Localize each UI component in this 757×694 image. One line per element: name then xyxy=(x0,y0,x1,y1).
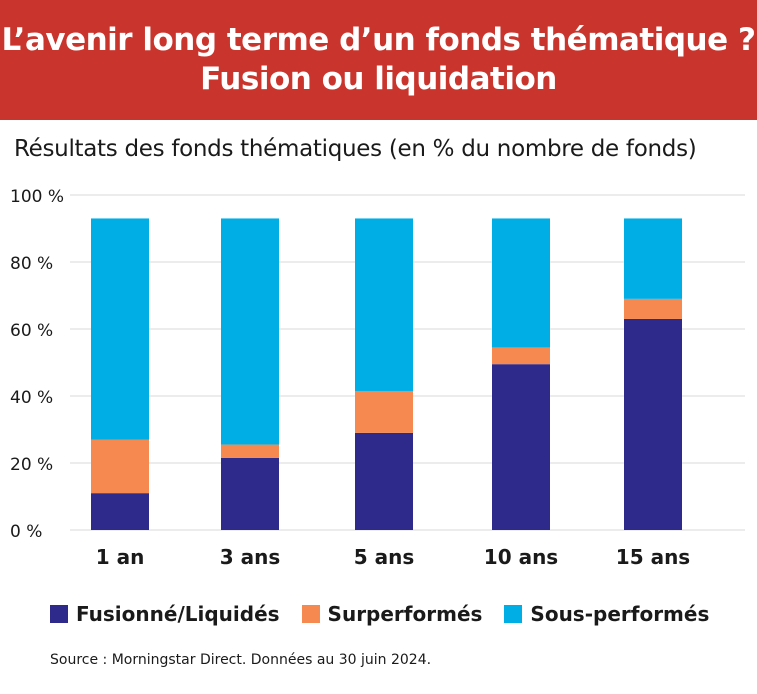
bar-2-series-2 xyxy=(355,218,413,391)
y-tick-label-80: 80 % xyxy=(10,254,53,274)
chart-title-line-2: Fusion ou liquidation xyxy=(200,61,557,97)
stacked-bar-chart: 0 % 20 % 40 % 60 % 80 % 100 % 1 an 3 ans 5 ans 10… xyxy=(10,187,745,569)
bar-3-series-1 xyxy=(492,347,550,365)
source-note: Source : Morningstar Direct. Données au … xyxy=(50,652,432,668)
title-banner: L’avenir long terme d’un fonds thématiqu… xyxy=(0,0,757,120)
x-tick-label-1: 3 ans xyxy=(220,545,281,569)
bar-3-series-0 xyxy=(492,364,550,530)
bar-1-series-0 xyxy=(221,457,279,530)
legend-item-merged: Fusionné/Liquidés xyxy=(50,602,280,626)
legend: Fusionné/Liquidés Surperformés Sous-perf… xyxy=(50,602,731,626)
legend-label-merged: Fusionné/Liquidés xyxy=(76,602,280,626)
bar-4-series-2 xyxy=(624,218,682,299)
bar-0-series-0 xyxy=(91,493,149,530)
bar-0-series-1 xyxy=(91,439,149,494)
bar-0-series-2 xyxy=(91,218,149,440)
x-tick-label-0: 1 an xyxy=(96,545,145,569)
bar-2-series-0 xyxy=(355,432,413,530)
x-tick-label-3: 10 ans xyxy=(484,545,558,569)
bar-4-series-1 xyxy=(624,298,682,319)
legend-swatch-underperformed xyxy=(504,605,523,623)
chart-subtitle: Résultats des fonds thématiques (en % du… xyxy=(14,136,697,162)
bar-2-series-1 xyxy=(355,390,413,433)
legend-swatch-merged xyxy=(50,605,68,623)
legend-item-outperformed: Surperformés xyxy=(301,602,483,626)
legend-label-outperformed: Surperformés xyxy=(327,602,483,626)
legend-label-underperformed: Sous-performés xyxy=(530,602,710,626)
bar-3-series-2 xyxy=(492,218,550,348)
legend-swatch-outperformed xyxy=(301,605,320,623)
y-tick-label-60: 60 % xyxy=(10,321,53,341)
y-tick-label-20: 20 % xyxy=(10,455,53,475)
y-tick-label-100: 100 % xyxy=(10,187,64,207)
y-tick-label-40: 40 % xyxy=(10,388,53,408)
y-tick-label-0: 0 % xyxy=(10,522,42,542)
x-tick-label-4: 15 ans xyxy=(616,545,690,569)
legend-item-underperformed: Sous-performés xyxy=(504,602,709,626)
bar-1-series-2 xyxy=(221,218,279,445)
x-tick-label-2: 5 ans xyxy=(354,545,415,569)
bar-1-series-1 xyxy=(221,444,279,458)
chart-title-line-1: L’avenir long terme d’un fonds thématiqu… xyxy=(1,22,756,58)
bar-4-series-0 xyxy=(624,318,682,530)
